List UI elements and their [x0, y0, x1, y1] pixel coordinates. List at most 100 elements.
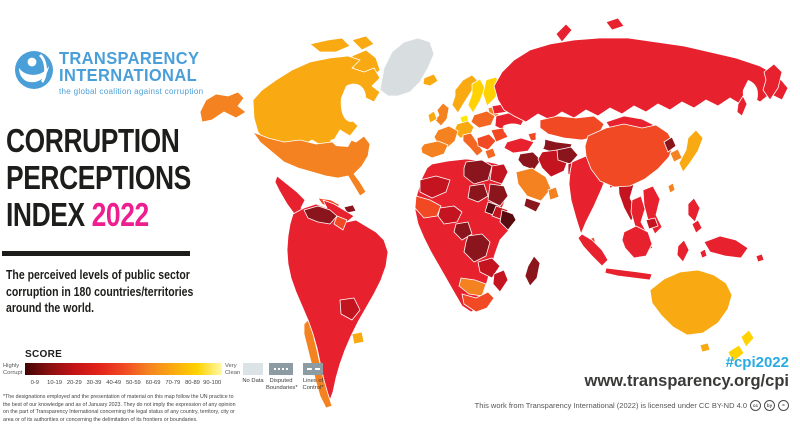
region-kamchatka: [762, 63, 783, 101]
region-russia-arctic-isles-2: [605, 17, 625, 31]
score-tick: 50-59: [125, 380, 141, 386]
region-sakhalin: [736, 95, 748, 117]
region-russia-arctic-isles-1: [555, 23, 573, 43]
region-solomon-islands: [755, 253, 765, 263]
dashed-line-icon: [306, 368, 320, 370]
legend-disputed-boundaries: Disputed Boundaries*: [266, 363, 298, 392]
region-borneo: [621, 225, 653, 259]
region-uk: [434, 102, 450, 127]
score-ticks: 0-9 10-19 20-29 30-39 40-49 50-59 60-69 70-79 80…: [25, 380, 222, 386]
region-yemen: [523, 197, 542, 213]
region-sumatra: [577, 233, 609, 267]
license-row: This work from Transparency Internationa…: [475, 400, 789, 411]
region-north-korea: [663, 136, 677, 153]
score-tick: 70-79: [165, 380, 181, 386]
region-usa: [252, 131, 371, 197]
region-greece: [484, 147, 497, 160]
cc-nd-icon: =: [778, 400, 789, 411]
footer: #cpi2022 www.transparency.org/cpi This w…: [475, 354, 789, 411]
region-somalia: [499, 209, 517, 231]
score-tick: 90-100: [203, 380, 222, 386]
region-sulawesi: [676, 239, 690, 263]
dotted-line-icon: [274, 368, 288, 370]
region-venezuela: [303, 205, 338, 225]
org-logo: TRANSPARENCY INTERNATIONAL the global co…: [14, 49, 213, 96]
lines-of-control-swatch: [303, 363, 323, 375]
region-iberia: [420, 140, 449, 159]
great-lakes-water: [330, 137, 352, 147]
region-west-africa: [414, 195, 442, 219]
license-text: This work from Transparency Internationa…: [474, 401, 747, 410]
region-greenland: [379, 37, 435, 97]
region-oman: [547, 186, 560, 201]
score-legend-title: SCORE: [25, 349, 63, 360]
page-title: CORRUPTION PERCEPTIONS INDEX 2022: [6, 122, 191, 233]
region-java: [604, 267, 653, 281]
legend-no-data: No Data: [238, 363, 268, 385]
region-ireland: [427, 110, 438, 124]
title-line-3: INDEX 2022: [6, 196, 150, 233]
region-arctic-islands-2: [351, 35, 375, 51]
sea-of-okhotsk-water: [742, 80, 758, 107]
region-mozambique: [492, 269, 509, 293]
hashtag-link[interactable]: #cpi2022: [725, 354, 789, 371]
region-zambia-zimbabwe: [477, 257, 501, 279]
region-new-guinea: [703, 235, 749, 259]
hudson-bay-water: [340, 83, 366, 122]
title-year: 2022: [91, 196, 150, 233]
legend-lines-of-control: Lines of Control*: [298, 363, 328, 392]
cc-icon: cc: [750, 400, 761, 411]
region-taiwan: [667, 182, 676, 194]
region-afghanistan: [556, 146, 579, 165]
region-drc: [463, 233, 491, 263]
cc-by-icon: by: [764, 400, 775, 411]
region-cameroon-gabon: [453, 221, 473, 241]
logo-line-2: INTERNATIONAL: [59, 65, 198, 85]
region-iceland: [422, 73, 439, 87]
region-turkey: [503, 137, 535, 154]
region-alaska: [199, 91, 247, 123]
region-norway: [451, 74, 479, 114]
region-arctic-islands-1: [309, 37, 351, 53]
region-south-america: [286, 199, 389, 401]
website-link[interactable]: www.transparency.org/cpi: [584, 372, 789, 390]
region-madagascar: [524, 255, 541, 287]
region-china: [584, 123, 675, 188]
subtitle-line-2: corruption in 180 countries/territories: [6, 284, 194, 299]
region-poland: [470, 110, 496, 129]
score-tick: 20-29: [66, 380, 82, 386]
region-cambodia: [645, 217, 659, 230]
region-philippines-north: [687, 197, 701, 223]
region-nigeria: [437, 205, 463, 225]
no-data-label: No Data: [242, 378, 264, 384]
title-divider-bar: [2, 251, 190, 256]
score-gradient-bar: [25, 363, 222, 375]
transparency-international-globe-icon: [15, 51, 53, 89]
score-high-label: Very Clean: [225, 363, 241, 376]
lines-of-control-label: Lines of Control*: [302, 378, 324, 391]
score-tick: 80-89: [185, 380, 200, 386]
region-guyana-suriname: [333, 215, 348, 231]
region-sweden: [467, 78, 486, 114]
subtitle-line-3: around the world.: [6, 301, 95, 315]
score-tick: 60-69: [145, 380, 161, 386]
region-egypt: [489, 163, 509, 185]
map-disclaimer: *The designations employed and the prese…: [3, 394, 236, 424]
region-new-zealand-north: [740, 329, 755, 348]
score-tick: 10-19: [47, 380, 62, 386]
score-low-label: Highly Corrupt: [3, 363, 23, 376]
region-chad: [467, 183, 489, 203]
red-sea-water: [501, 168, 524, 198]
title-line-1: CORRUPTION: [6, 122, 180, 159]
disputed-boundaries-swatch: [269, 363, 293, 375]
caspian-sea-water: [535, 128, 546, 150]
region-australia: [649, 269, 733, 336]
subtitle: The perceived levels of public sector co…: [6, 267, 193, 317]
region-romania-bulgaria: [490, 127, 509, 143]
region-philippines-south: [691, 219, 703, 234]
region-sudan: [487, 183, 509, 207]
region-libya: [463, 159, 493, 185]
region-italy: [462, 132, 484, 157]
region-bolivia-paraguay: [339, 297, 361, 321]
